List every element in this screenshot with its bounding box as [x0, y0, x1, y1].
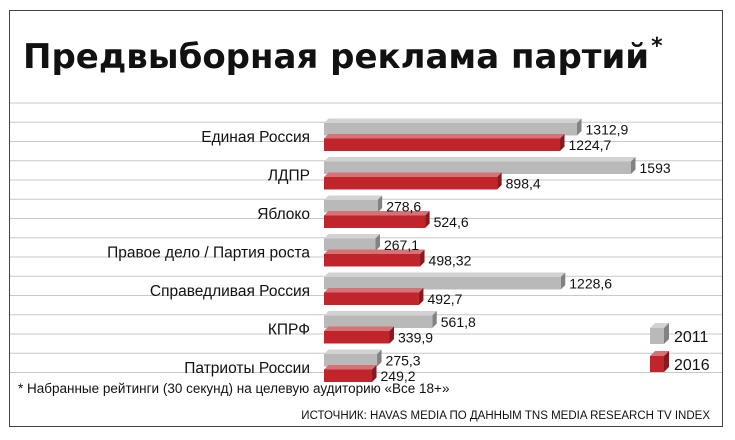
bar-2011 [324, 349, 382, 367]
source-note: ИСТОЧНИК: HAVAS MEDIA ПО ДАННЫМ TNS MEDI… [301, 410, 710, 422]
category-label: ЛДПР [268, 168, 310, 185]
category-label: Яблоко [257, 206, 310, 223]
title-group: Предвыборная реклама партий * [23, 34, 663, 77]
legend-label: 2016 [674, 357, 710, 374]
legend-item-2016: 2016 [650, 351, 710, 374]
chart-frame: Предвыборная реклама партий * Единая Рос… [9, 10, 723, 427]
bar-2016 [324, 365, 377, 382]
bar-2011 [324, 272, 566, 290]
value-label: 524,6 [434, 214, 469, 230]
value-label: 1312,9 [586, 122, 629, 138]
value-label: 898,4 [506, 176, 541, 192]
bar-2016 [324, 288, 424, 305]
value-label: 1224,7 [569, 137, 612, 153]
bar-2011 [324, 311, 437, 328]
value-label: 249,2 [381, 368, 416, 384]
value-label: 278,6 [386, 199, 421, 215]
value-label: 275,3 [386, 353, 421, 369]
chart-title: Предвыборная реклама партий [23, 37, 649, 77]
value-label: 498,32 [429, 253, 472, 269]
legend-swatch [650, 328, 664, 344]
value-label: 1228,6 [569, 276, 612, 292]
category-label: Правое дело / Партия роста [107, 245, 310, 262]
bar-2011 [324, 157, 636, 174]
legend: 2011 2016 [650, 323, 710, 374]
bar-2016 [324, 211, 430, 228]
legend-item-2011: 2011 [650, 323, 709, 346]
value-label: 267,1 [384, 237, 419, 253]
bar-2016 [324, 249, 425, 267]
value-label: 561,8 [441, 314, 476, 330]
title-asterisk: * [651, 34, 663, 59]
bar-2011 [324, 118, 582, 136]
value-label: 492,7 [427, 291, 462, 307]
legend-swatch [650, 356, 664, 372]
bar-2011 [324, 195, 383, 213]
bar-2016 [324, 134, 565, 151]
bars [324, 118, 636, 382]
category-label: Патриоты России [184, 360, 310, 377]
category-labels: Единая Россия ЛДПР Яблоко Правое дело / Пар… [107, 129, 310, 377]
bar-chart: Предвыборная реклама партий * Единая Рос… [10, 34, 722, 422]
bar-2011 [324, 234, 380, 251]
category-label: КПРФ [268, 322, 310, 339]
legend-label: 2011 [674, 329, 709, 346]
bar-2016 [324, 172, 502, 190]
category-label: Справедливая Россия [150, 283, 310, 300]
bar-2016 [324, 326, 395, 344]
value-label: 1593 [640, 160, 671, 176]
value-label: 339,9 [398, 330, 433, 346]
category-label: Единая Россия [201, 129, 310, 146]
footnote: * Набранные рейтинги (30 секунд) на целе… [18, 381, 449, 396]
